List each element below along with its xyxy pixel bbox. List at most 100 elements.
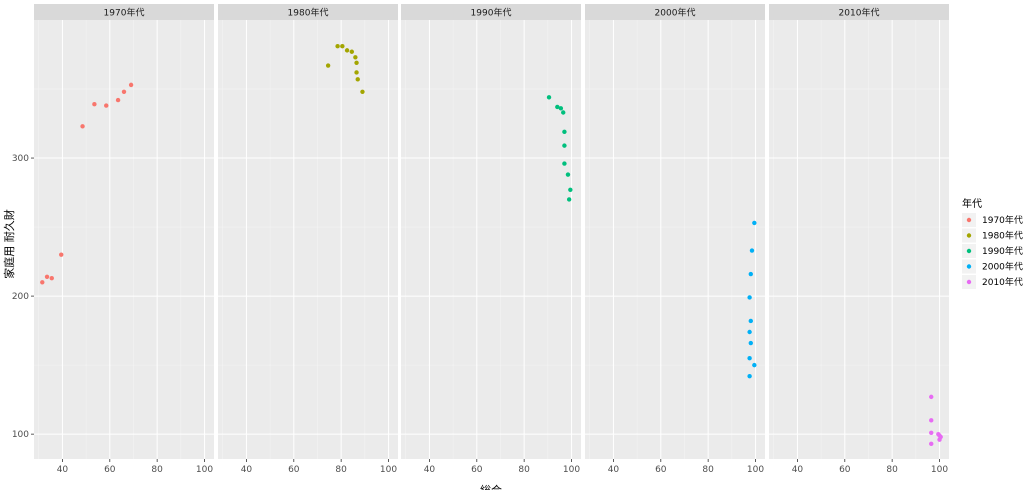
panel-background bbox=[401, 20, 581, 459]
facet-strip bbox=[585, 4, 765, 20]
x-tick-label: 80 bbox=[702, 465, 714, 475]
data-point bbox=[937, 437, 942, 442]
panel-background bbox=[34, 20, 214, 459]
facet-strip bbox=[401, 4, 581, 20]
facet-panel: 2010年代 40 60 80 100 bbox=[769, 4, 949, 475]
data-point bbox=[929, 430, 934, 435]
x-tick-label: 100 bbox=[931, 465, 948, 475]
gridlines bbox=[401, 20, 581, 459]
legend-label: 2010年代 bbox=[982, 276, 1023, 288]
data-point bbox=[340, 44, 345, 49]
data-point bbox=[748, 271, 753, 277]
data-point bbox=[44, 274, 50, 279]
data-point bbox=[325, 63, 331, 68]
y-axis-title: 家庭用 耐久財 bbox=[2, 209, 16, 279]
x-tick-label: 100 bbox=[380, 465, 397, 475]
gridlines bbox=[218, 20, 398, 459]
x-tick-label: 80 bbox=[886, 465, 898, 475]
data-point bbox=[115, 97, 121, 103]
x-tick-label: 60 bbox=[839, 465, 851, 475]
x-tick-label: 60 bbox=[288, 465, 300, 475]
data-point bbox=[749, 248, 755, 253]
legend-marker bbox=[966, 248, 972, 254]
x-tick-label: 60 bbox=[104, 465, 116, 475]
data-point bbox=[747, 373, 752, 379]
data-point bbox=[558, 106, 564, 111]
data-point bbox=[562, 129, 567, 135]
legend-label: 2000年代 bbox=[982, 261, 1023, 273]
x-axis-title: 総合 bbox=[480, 483, 502, 490]
data-point bbox=[748, 340, 753, 346]
data-point bbox=[568, 187, 573, 193]
data-point bbox=[929, 441, 934, 447]
legend: 年代 1970年代 1980年代 1990年代 2000年代 2010年代 bbox=[962, 197, 1023, 289]
data-point bbox=[748, 318, 753, 324]
data-point bbox=[40, 280, 45, 285]
data-point bbox=[354, 70, 359, 75]
legend-marker bbox=[966, 279, 972, 285]
data-point bbox=[747, 356, 752, 361]
data-point bbox=[104, 103, 109, 108]
panel-background bbox=[585, 20, 765, 459]
x-tick-label: 40 bbox=[241, 465, 253, 475]
data-point bbox=[565, 172, 571, 177]
data-point bbox=[360, 89, 365, 94]
data-point bbox=[128, 82, 134, 88]
y-tick-label: 200 bbox=[12, 292, 29, 302]
gridlines bbox=[585, 20, 765, 459]
data-point bbox=[92, 102, 97, 107]
panel-background bbox=[769, 20, 949, 459]
data-point bbox=[752, 362, 757, 368]
data-point bbox=[747, 329, 752, 335]
y-tick-label: 100 bbox=[12, 430, 29, 440]
x-tick-label: 40 bbox=[424, 465, 436, 475]
x-tick-label: 80 bbox=[335, 465, 347, 475]
facet-strip-label: 1990年代 bbox=[471, 7, 512, 19]
data-point bbox=[335, 44, 340, 49]
gridlines bbox=[769, 20, 949, 459]
panel-background bbox=[218, 20, 398, 459]
facet-strip bbox=[769, 4, 949, 20]
facet-strip bbox=[34, 4, 214, 20]
x-tick-label: 60 bbox=[655, 465, 667, 475]
data-point bbox=[929, 394, 934, 400]
data-point bbox=[562, 161, 567, 166]
data-point bbox=[562, 143, 567, 148]
legend-marker bbox=[966, 264, 972, 269]
facet-strip-label: 1970年代 bbox=[104, 7, 145, 19]
data-point bbox=[752, 220, 757, 226]
data-point bbox=[353, 55, 358, 60]
y-axis: 100 200 300 bbox=[12, 154, 34, 440]
x-tick-label: 40 bbox=[57, 465, 69, 475]
x-tick-label: 40 bbox=[608, 465, 620, 475]
data-point bbox=[349, 49, 355, 54]
x-tick-label: 60 bbox=[471, 465, 483, 475]
facet-panel: 2000年代 40 60 80 100 bbox=[585, 4, 765, 475]
data-point bbox=[80, 124, 85, 129]
gridlines bbox=[34, 20, 214, 459]
data-point bbox=[929, 418, 934, 423]
x-tick-label: 80 bbox=[151, 465, 163, 475]
facet-panels: 1970年代 40 60 80 100 1980年代 40 60 80 100 1990年代 40 60… bbox=[34, 4, 949, 475]
legend-marker bbox=[966, 233, 972, 238]
facet-panel: 1980年代 40 60 80 100 bbox=[218, 4, 398, 475]
facet-strip-label: 2010年代 bbox=[839, 7, 880, 19]
facet-strip-label: 1980年代 bbox=[288, 7, 329, 19]
legend-marker bbox=[966, 217, 972, 223]
legend-title: 年代 bbox=[962, 197, 982, 210]
data-point bbox=[344, 48, 350, 53]
data-point bbox=[59, 252, 64, 257]
x-tick-label: 100 bbox=[563, 465, 580, 475]
legend-label: 1970年代 bbox=[982, 214, 1023, 226]
data-point bbox=[121, 89, 127, 94]
x-tick-label: 100 bbox=[747, 465, 764, 475]
data-point bbox=[355, 77, 360, 82]
facet-panel: 1970年代 40 60 80 100 bbox=[34, 4, 214, 475]
data-point bbox=[566, 197, 572, 202]
data-point bbox=[555, 104, 560, 110]
data-point bbox=[354, 60, 359, 65]
x-tick-label: 100 bbox=[196, 465, 213, 475]
facet-panel: 1990年代 40 60 80 100 bbox=[401, 4, 581, 475]
legend-label: 1980年代 bbox=[982, 230, 1023, 242]
